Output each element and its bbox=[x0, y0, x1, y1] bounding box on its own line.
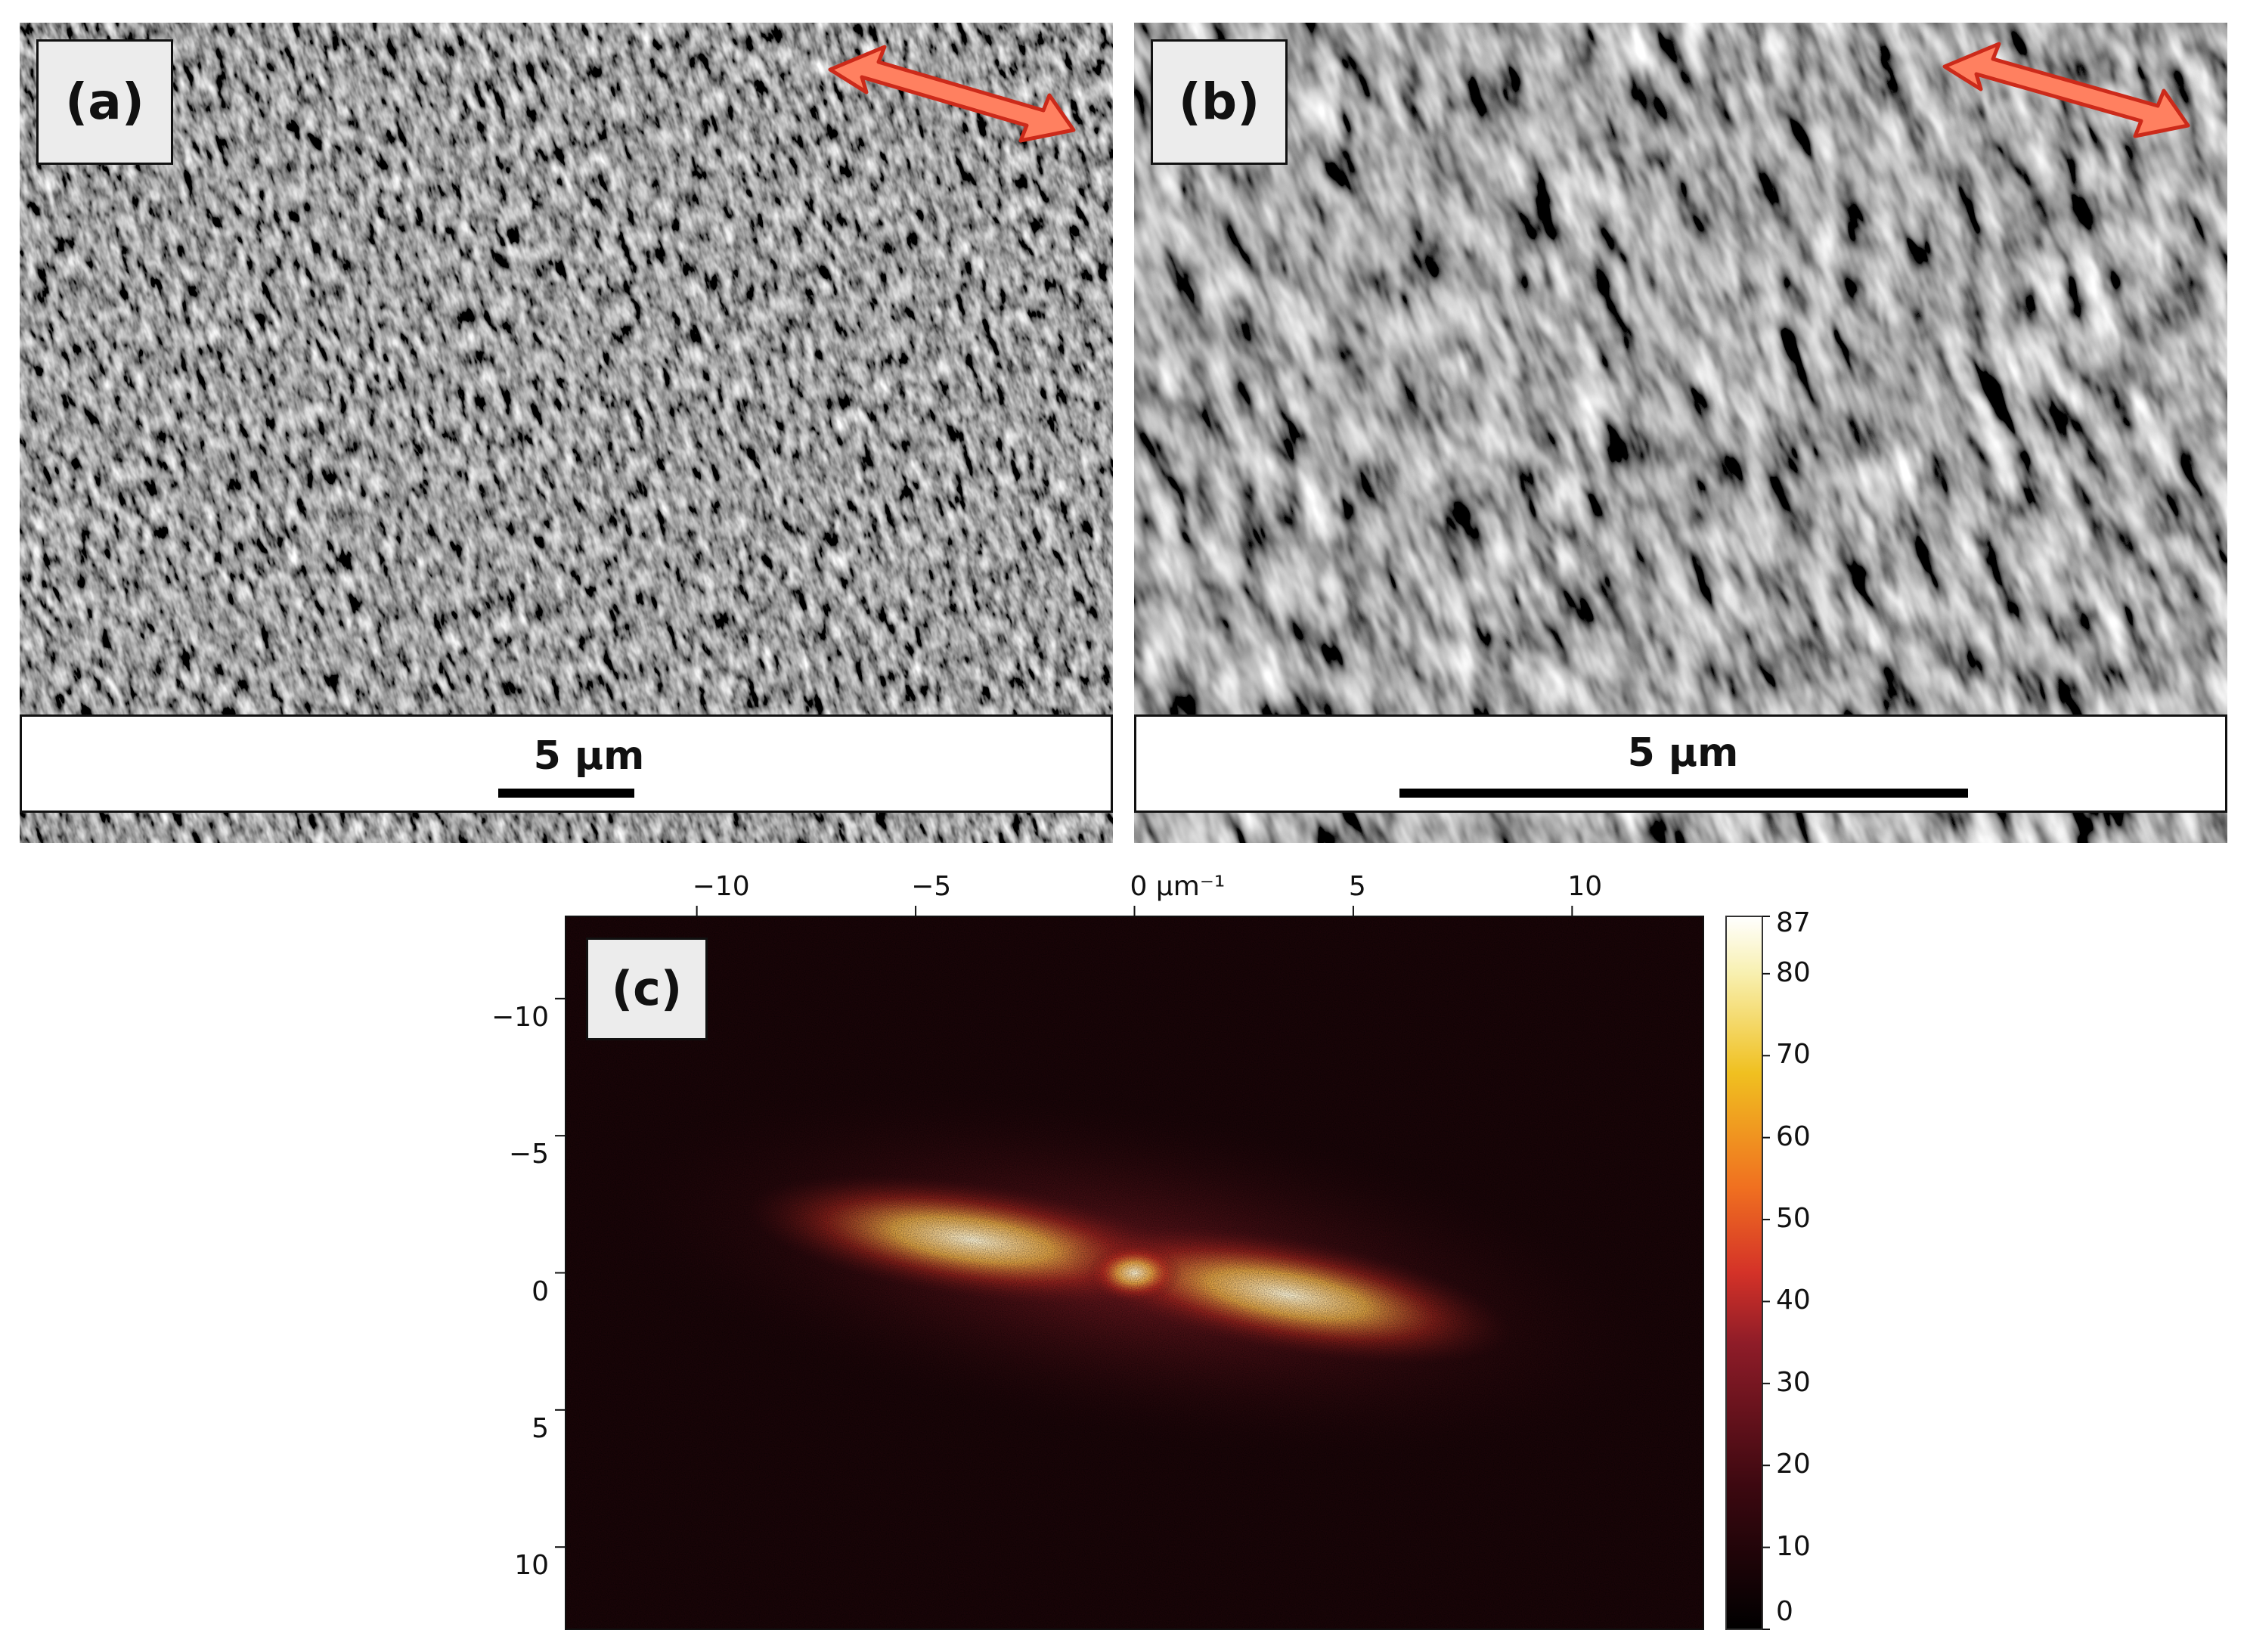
panel-label-c: (c) bbox=[586, 938, 708, 1040]
colorbar-tick-label: 30 bbox=[1776, 1366, 1811, 1398]
scale-label-a: 5 µm bbox=[533, 733, 645, 779]
colorbar bbox=[1725, 916, 1763, 1630]
y-tick-label: 0 bbox=[532, 1275, 549, 1307]
x-tick-label: −5 bbox=[911, 871, 952, 902]
colorbar-tick-label: 50 bbox=[1776, 1203, 1811, 1235]
x-tick-label: 5 bbox=[1348, 871, 1366, 902]
sem-panel-a: (a) bbox=[20, 23, 1113, 843]
scale-bar-b bbox=[1399, 789, 1968, 798]
scale-bar-a bbox=[498, 789, 634, 798]
x-tick-label: 0 µm⁻¹ bbox=[1130, 871, 1226, 902]
panel-label-b: (b) bbox=[1151, 39, 1288, 165]
x-tick-label: 10 bbox=[1567, 871, 1603, 902]
y-tick-label: −5 bbox=[508, 1139, 549, 1170]
y-tick-label: 10 bbox=[514, 1550, 549, 1582]
colorbar-tick-label: 0 bbox=[1776, 1596, 1793, 1627]
scale-box-b: 5 µm bbox=[1134, 714, 2227, 813]
colorbar-tick-label: 60 bbox=[1776, 1120, 1811, 1152]
colorbar-tick-label: 87 bbox=[1776, 907, 1811, 938]
y-tick-label: −10 bbox=[491, 1001, 549, 1033]
colorbar-tick-label: 10 bbox=[1776, 1530, 1811, 1562]
panel-label-a: (a) bbox=[36, 39, 173, 165]
colorbar-tick-label: 40 bbox=[1776, 1285, 1811, 1316]
heatmap-noise bbox=[566, 916, 1703, 1629]
scale-label-b: 5 µm bbox=[1627, 730, 1739, 776]
sem-panel-b: (b) bbox=[1134, 23, 2227, 843]
x-tick-label: −10 bbox=[692, 871, 750, 902]
sem-texture-b bbox=[1134, 23, 2227, 843]
scale-box-a: 5 µm bbox=[20, 714, 1113, 813]
y-tick-label: 5 bbox=[532, 1412, 549, 1444]
sem-texture-a bbox=[20, 23, 1113, 843]
colorbar-tick-label: 20 bbox=[1776, 1449, 1811, 1480]
colorbar-tick-label: 80 bbox=[1776, 956, 1811, 988]
colorbar-tick-label: 70 bbox=[1776, 1039, 1811, 1071]
